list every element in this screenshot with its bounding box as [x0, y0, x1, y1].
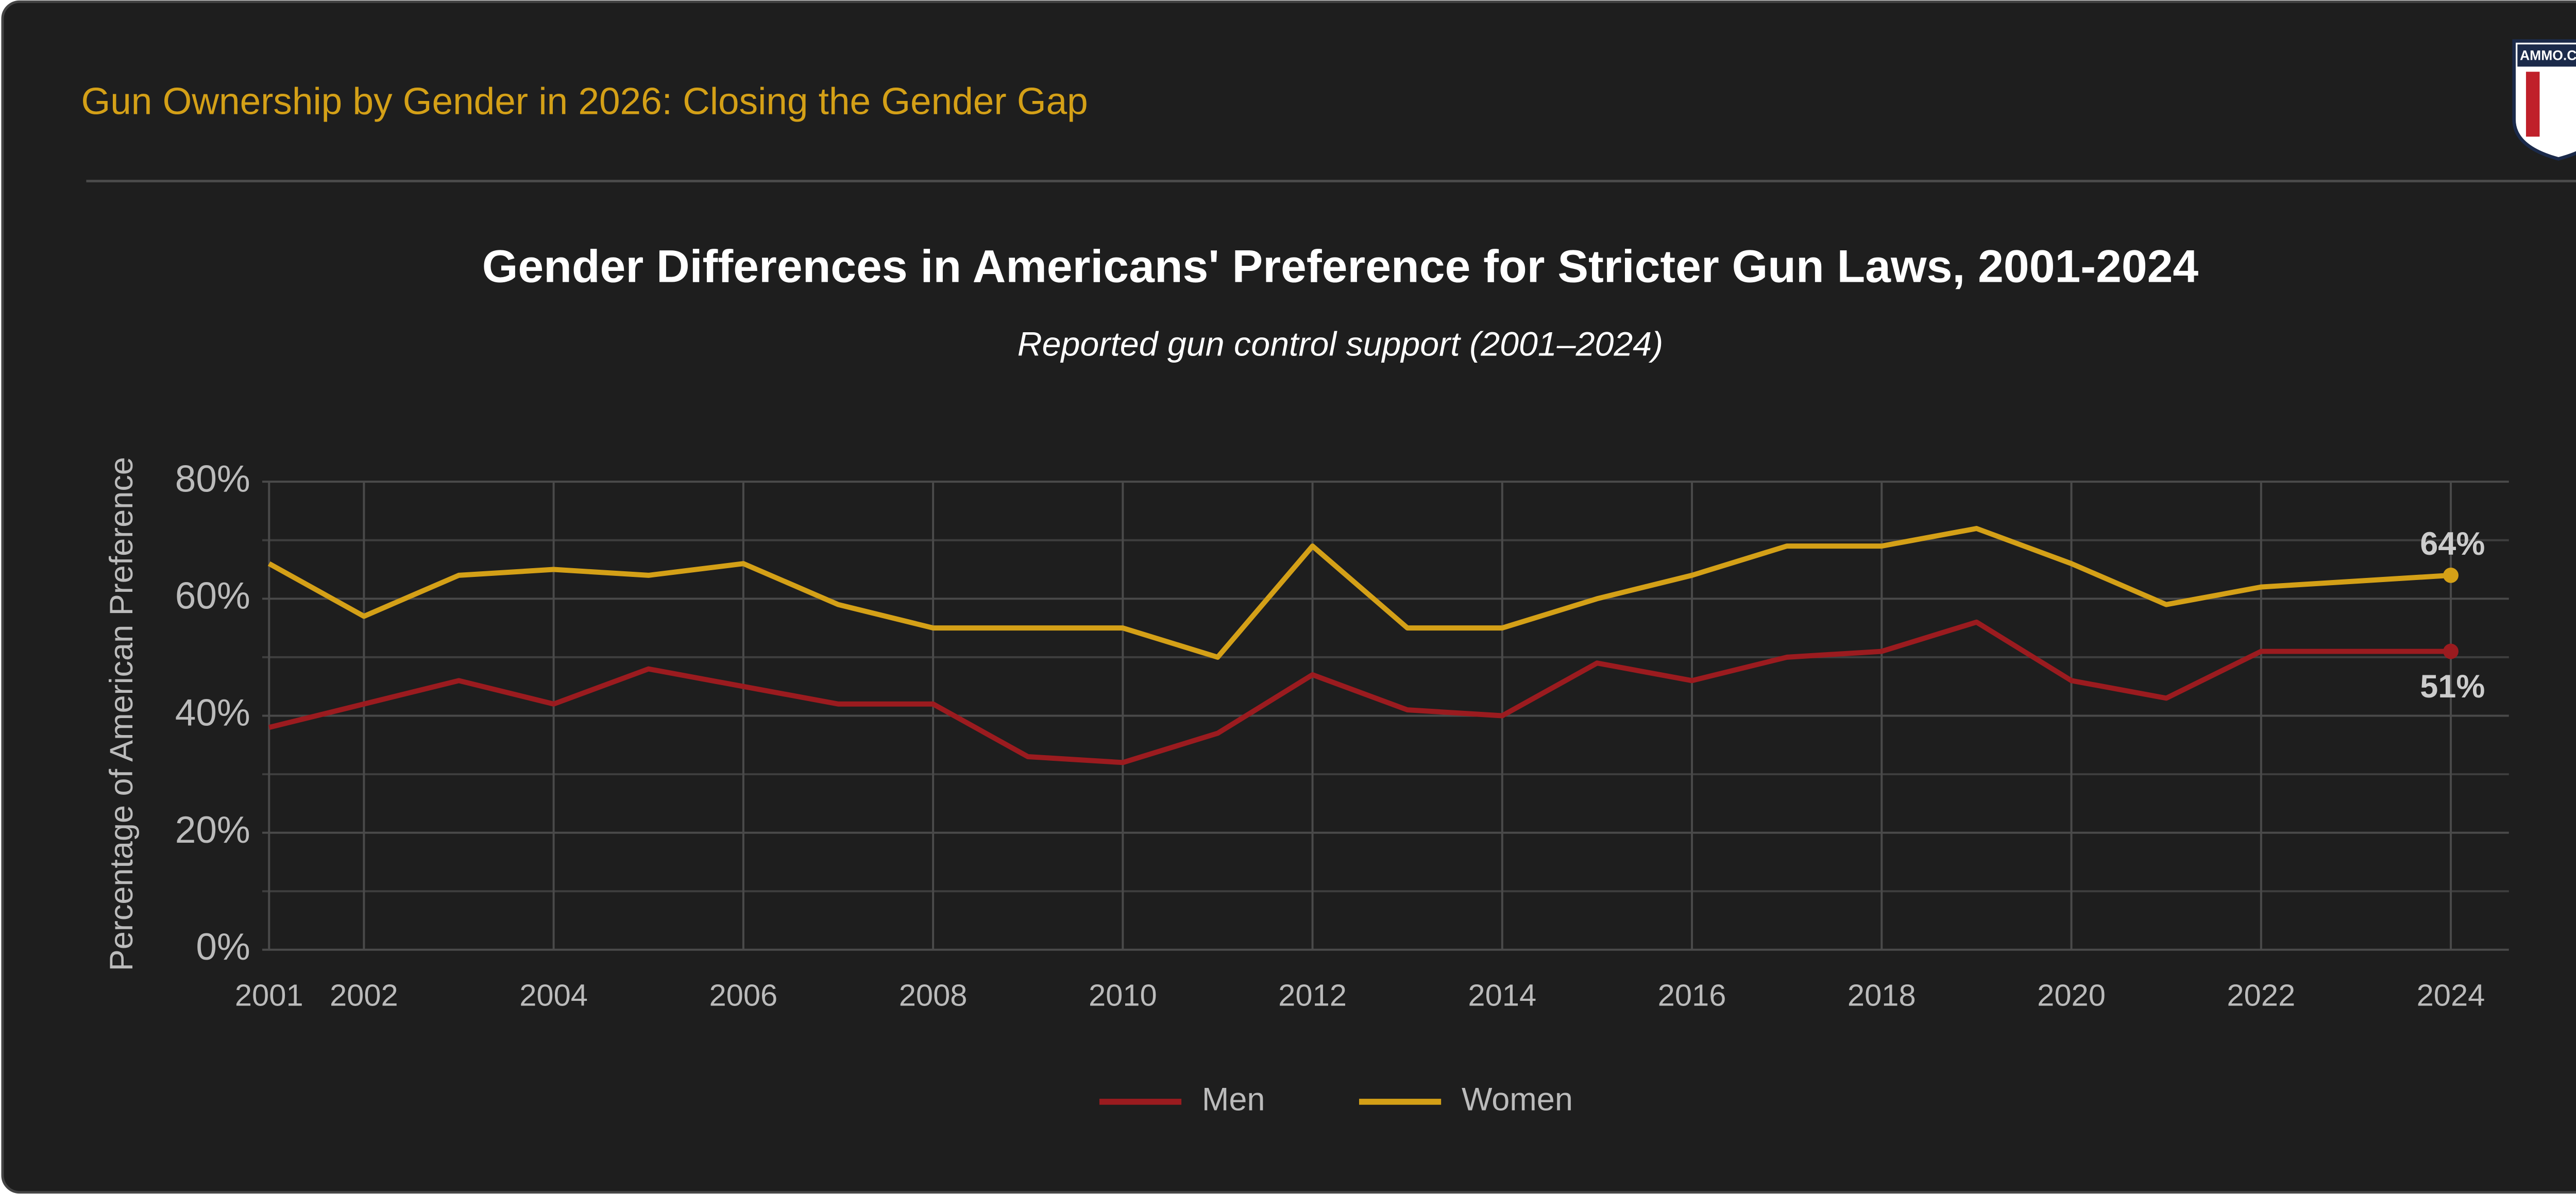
x-tick-label: 2006: [709, 978, 777, 1012]
y-tick-label: 0%: [196, 926, 250, 968]
logo-text: AMMO.COM: [2520, 47, 2576, 63]
y-tick-label: 80%: [175, 458, 250, 500]
x-tick-label: 2020: [2037, 978, 2106, 1012]
x-tick-label: 2024: [2417, 978, 2485, 1012]
x-tick-label: 2001: [235, 978, 303, 1012]
logo: AMMO.COM: [2512, 39, 2576, 161]
legend-label: Women: [1462, 1082, 1573, 1118]
end-point: [2443, 567, 2459, 583]
chart-title: Gender Differences in Americans' Prefere…: [482, 241, 2199, 292]
x-tick-label: 2004: [519, 978, 588, 1012]
x-tick-label: 2010: [1089, 978, 1157, 1012]
y-tick-label: 20%: [175, 809, 250, 851]
logo-band: [2517, 44, 2576, 67]
logo-stripe: [2526, 72, 2540, 137]
end-point: [2443, 643, 2459, 659]
series-line: [268, 619, 2451, 765]
series-line: [267, 526, 2451, 660]
x-tick-label: 2002: [330, 978, 398, 1012]
legend-label: Men: [1202, 1082, 1265, 1118]
chart-subtitle: Reported gun control support (2001–2024): [1018, 326, 1663, 364]
y-axis-label: Percentage of American Preference: [104, 457, 140, 971]
y-tick-label: 40%: [175, 692, 250, 734]
value-label: 64%: [2420, 526, 2485, 562]
value-label: 51%: [2420, 669, 2485, 705]
x-tick-label: 2008: [899, 978, 968, 1012]
page-title: Gun Ownership by Gender in 2026: Closing…: [81, 81, 1088, 123]
y-tick-label: 60%: [175, 575, 250, 617]
x-tick-label: 2018: [1848, 978, 1916, 1012]
x-tick-label: 2012: [1278, 978, 1347, 1012]
x-tick-label: 2022: [2227, 978, 2295, 1012]
x-tick-label: 2014: [1468, 978, 1536, 1012]
x-tick-label: 2016: [1658, 978, 1726, 1012]
